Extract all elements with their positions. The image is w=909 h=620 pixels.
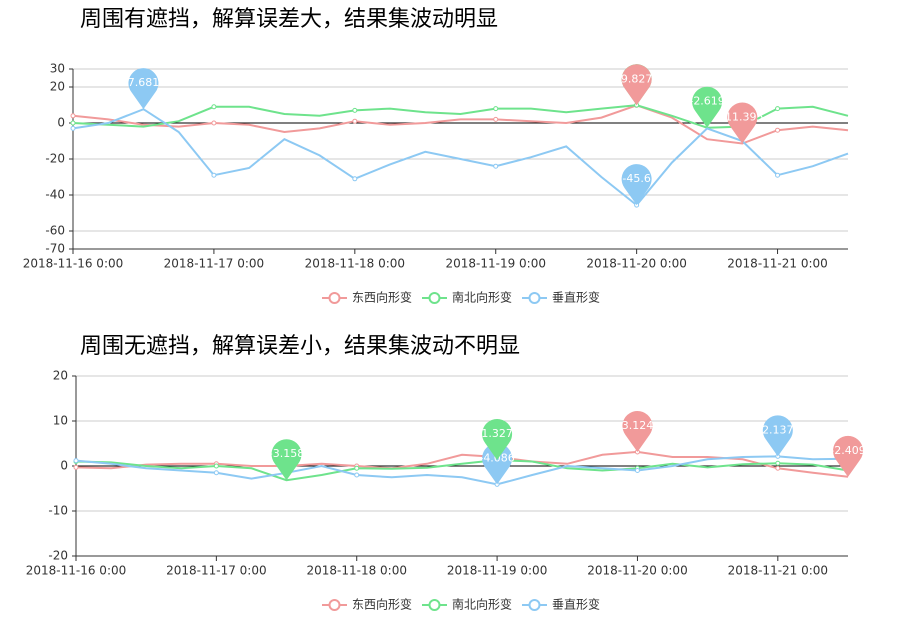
pin <box>727 102 758 144</box>
y-tick-label: 20 <box>53 369 68 383</box>
legend-icon-dot <box>528 292 541 304</box>
point <box>70 113 76 119</box>
point <box>354 465 360 471</box>
legend-label: 东西向形变 <box>352 290 412 305</box>
y-tick-label: 10 <box>53 414 68 428</box>
legend-icon-dot <box>428 599 441 611</box>
point <box>352 118 358 124</box>
pin-label: 9.827 <box>621 72 653 85</box>
x-tick-label: 2018-11-20 0:00 <box>587 564 688 578</box>
y-tick-label: -70 <box>45 242 65 256</box>
point <box>775 127 781 133</box>
legend-icon-dot <box>528 599 541 611</box>
series-line <box>75 458 849 482</box>
point <box>211 172 217 178</box>
point <box>211 104 217 110</box>
legend-label: 东西向形变 <box>352 597 412 612</box>
y-tick-label: 0 <box>57 116 65 130</box>
x-tick-label: 2018-11-18 0:00 <box>306 564 407 578</box>
point <box>775 465 781 471</box>
pin-label: 3.124 <box>622 419 654 432</box>
pin-label: -2.409 <box>830 444 865 457</box>
pin <box>833 435 864 477</box>
chart-title: 周围有遮挡，解算误差大，结果集波动明显 <box>80 7 498 32</box>
legend-label: 垂直形变 <box>552 290 600 305</box>
pin-label: 2.137 <box>762 423 794 436</box>
legend-label: 垂直形变 <box>552 597 600 612</box>
series-line <box>72 104 849 129</box>
chart-title: 周围无遮挡，解算误差小，结果集波动不明显 <box>80 334 520 359</box>
pin-label: -11.395 <box>721 111 763 124</box>
pin-label: -2.619 <box>689 95 724 108</box>
legend-icon-dot <box>328 292 341 304</box>
point <box>70 120 76 126</box>
point <box>73 464 79 470</box>
pin <box>621 64 652 106</box>
point <box>493 106 499 112</box>
legend-icon-dot <box>328 599 341 611</box>
x-tick-label: 2018-11-20 0:00 <box>586 257 687 271</box>
pin-label: 7.681 <box>128 76 160 89</box>
point <box>352 176 358 182</box>
series-line <box>72 108 849 207</box>
pin-label: -45.6 <box>622 172 650 185</box>
y-tick-label: -60 <box>45 224 65 238</box>
point <box>73 458 79 464</box>
point <box>775 172 781 178</box>
point <box>211 120 217 126</box>
point <box>775 460 781 466</box>
x-tick-label: 2018-11-17 0:00 <box>166 564 267 578</box>
point <box>493 116 499 122</box>
point <box>213 470 219 476</box>
y-tick-label: -10 <box>48 504 68 518</box>
pin <box>762 415 793 457</box>
pin <box>482 443 513 485</box>
y-tick-label: -40 <box>45 188 65 202</box>
y-tick-label: 20 <box>50 80 65 94</box>
x-tick-label: 2018-11-21 0:00 <box>727 257 828 271</box>
y-tick-label: 30 <box>50 62 65 76</box>
pin <box>622 410 653 452</box>
x-tick-label: 2018-11-21 0:00 <box>728 564 829 578</box>
pin <box>128 68 159 110</box>
x-tick-label: 2018-11-18 0:00 <box>305 257 406 271</box>
x-tick-label: 2018-11-19 0:00 <box>447 564 548 578</box>
x-tick-label: 2018-11-16 0:00 <box>26 564 127 578</box>
pin <box>271 439 302 481</box>
pin <box>482 419 513 461</box>
series-line <box>75 455 849 486</box>
series-line <box>72 104 849 145</box>
y-tick-label: -20 <box>48 549 68 563</box>
pin <box>692 86 723 128</box>
x-tick-label: 2018-11-17 0:00 <box>164 257 265 271</box>
y-tick-label: 0 <box>60 459 68 473</box>
legend-label: 南北向形变 <box>452 290 512 305</box>
x-tick-label: 2018-11-19 0:00 <box>445 257 546 271</box>
legend-label: 南北向形变 <box>452 597 512 612</box>
point <box>493 163 499 169</box>
point <box>354 472 360 478</box>
y-tick-label: -20 <box>45 152 65 166</box>
pin <box>621 164 652 206</box>
pin-label: 1.327 <box>481 427 513 440</box>
point <box>634 468 640 473</box>
point <box>352 107 358 113</box>
point <box>213 463 219 469</box>
point <box>70 125 76 131</box>
legend-icon-dot <box>428 292 441 304</box>
x-tick-label: 2018-11-16 0:00 <box>23 257 124 271</box>
pin-label: -3.158 <box>269 447 304 460</box>
point <box>775 106 781 112</box>
